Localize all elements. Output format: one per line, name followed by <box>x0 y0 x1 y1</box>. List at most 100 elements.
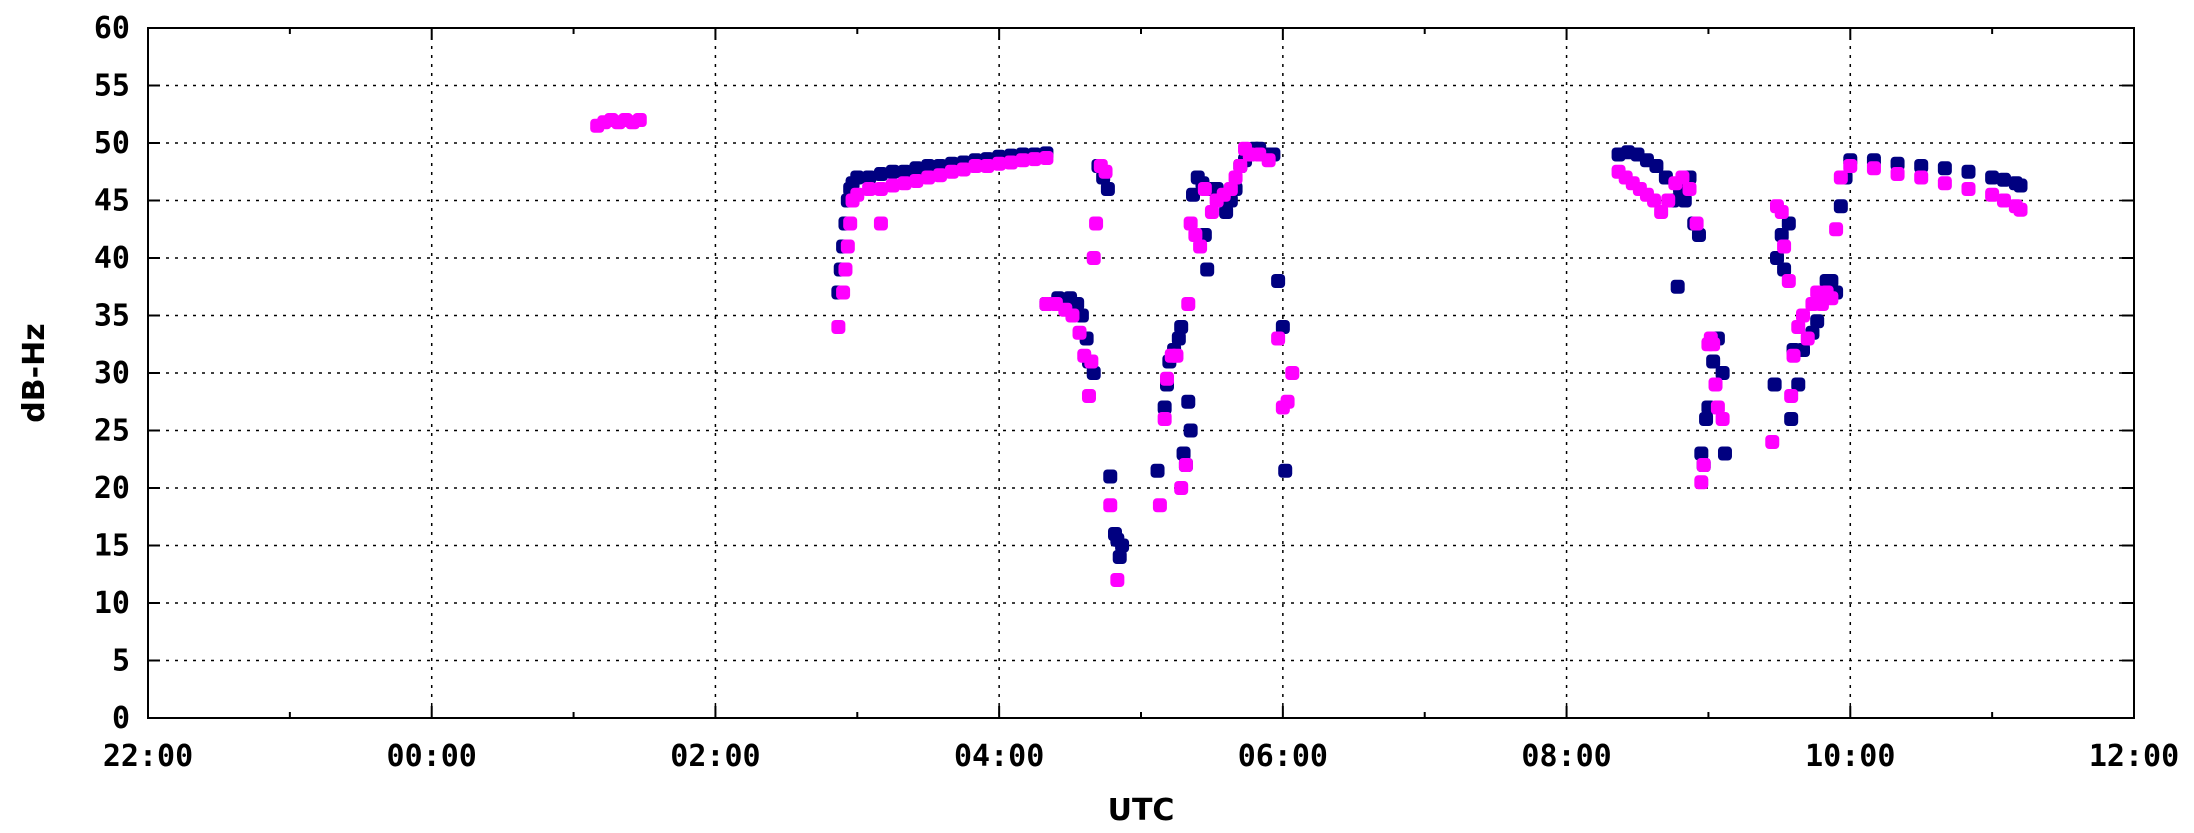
data-point <box>1160 371 1175 386</box>
data-point <box>1223 182 1238 196</box>
data-point <box>1715 412 1730 426</box>
data-point <box>1152 498 1167 513</box>
data-point <box>1150 463 1165 478</box>
y-tick-label: 15 <box>94 529 130 564</box>
x-tick-label: 00:00 <box>387 739 477 774</box>
data-point <box>1777 239 1792 254</box>
data-point <box>1003 155 1018 170</box>
data-point <box>1699 412 1714 426</box>
data-point <box>1654 205 1669 219</box>
data-point <box>1696 458 1711 472</box>
data-point <box>1677 193 1692 208</box>
x-axis-ticks: 22:00 00:00 02:00 04:00 06:00 08:00 10:00 12:00 <box>103 28 2179 774</box>
data-point <box>1786 348 1801 363</box>
data-point <box>1824 291 1839 306</box>
series-2-points <box>590 113 2028 587</box>
data-point <box>1188 228 1203 242</box>
y-tick-label: 60 <box>94 11 130 46</box>
data-point <box>1765 435 1780 449</box>
data-point <box>1086 251 1101 265</box>
data-point <box>897 176 912 191</box>
data-point <box>1914 170 1929 185</box>
data-point <box>1661 193 1676 208</box>
data-point <box>1682 182 1697 196</box>
data-point <box>873 167 888 182</box>
data-point <box>1784 412 1799 426</box>
data-point <box>838 262 853 277</box>
data-point <box>1890 167 1905 182</box>
data-point <box>1670 279 1685 294</box>
x-tick-label: 12:00 <box>2089 739 2179 774</box>
data-point <box>1027 152 1042 167</box>
data-point <box>1174 481 1189 495</box>
data-point <box>944 164 959 179</box>
data-point <box>862 170 877 185</box>
data-point <box>1178 458 1193 472</box>
data-point <box>1708 377 1723 392</box>
data-point <box>1824 274 1839 288</box>
data-point <box>1174 320 1189 334</box>
data-point <box>1278 463 1293 478</box>
data-point <box>1914 159 1929 173</box>
data-point <box>897 164 912 179</box>
data-point <box>1081 389 1096 403</box>
data-point <box>632 113 647 127</box>
y-tick-label: 0 <box>112 701 130 736</box>
y-tick-label: 50 <box>94 126 130 161</box>
data-point <box>1774 205 1789 219</box>
data-point <box>1717 446 1732 461</box>
y-tick-label: 45 <box>94 184 130 219</box>
data-point <box>1829 222 1844 237</box>
data-point <box>1710 400 1725 415</box>
data-point <box>850 187 865 202</box>
y-tick-label: 55 <box>94 69 130 104</box>
data-point <box>1181 297 1196 311</box>
data-point <box>885 178 900 193</box>
y-axis-ticks: 0 5 10 15 20 25 30 35 40 45 50 55 60 <box>94 11 2134 736</box>
data-point <box>1271 274 1286 288</box>
data-point <box>1791 320 1806 334</box>
data-point <box>1689 216 1704 231</box>
data-point <box>1833 170 1848 185</box>
data-point <box>850 170 865 185</box>
data-point <box>1103 498 1118 513</box>
data-point <box>1065 308 1080 323</box>
x-tick-label: 04:00 <box>954 739 1044 774</box>
data-point <box>1691 228 1706 242</box>
data-point <box>1985 170 2000 185</box>
data-point <box>1774 228 1789 242</box>
data-point <box>1089 216 1104 231</box>
data-point <box>921 159 936 173</box>
data-point <box>1781 274 1796 288</box>
data-point <box>1157 400 1172 415</box>
data-point <box>909 173 924 188</box>
data-point <box>1115 538 1130 553</box>
data-point <box>1015 153 1030 168</box>
data-point <box>1176 446 1191 461</box>
data-point <box>836 285 851 300</box>
data-point <box>1866 161 1881 176</box>
data-point <box>992 156 1007 171</box>
data-point <box>1219 205 1234 219</box>
data-point <box>1694 446 1709 461</box>
data-point <box>2013 202 2028 217</box>
data-point <box>1261 153 1276 168</box>
y-tick-label: 40 <box>94 241 130 276</box>
data-point <box>980 159 995 173</box>
data-point <box>2013 178 2028 193</box>
data-point <box>1961 182 1976 196</box>
data-point <box>1784 389 1799 403</box>
data-point <box>1110 573 1125 587</box>
data-point <box>1183 216 1198 231</box>
data-point <box>1781 216 1796 231</box>
data-point <box>840 239 855 254</box>
data-point <box>1694 475 1709 490</box>
data-point <box>1937 176 1952 191</box>
data-point <box>921 170 936 185</box>
data-point <box>873 182 888 196</box>
data-point <box>1985 187 2000 202</box>
data-point <box>1706 337 1721 352</box>
y-tick-label: 35 <box>94 299 130 334</box>
